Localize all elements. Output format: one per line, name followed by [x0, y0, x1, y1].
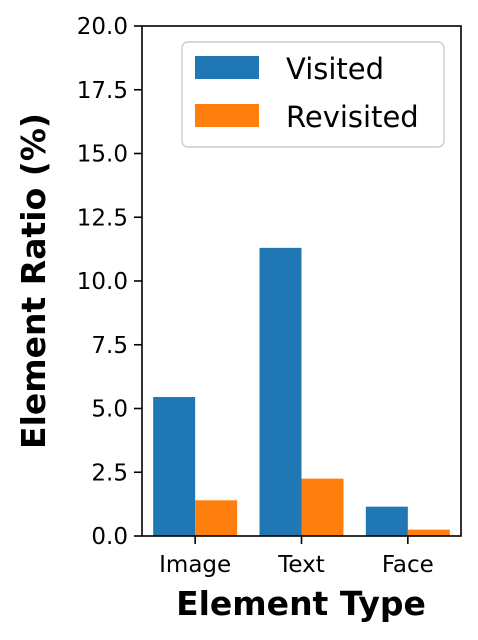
y-tick-label: 10.0: [77, 269, 128, 295]
bar-revisited-image: [195, 500, 238, 536]
bar-visited-image: [153, 397, 196, 536]
legend-label-visited: Visited: [286, 52, 384, 86]
y-tick-label: 15.0: [77, 142, 128, 168]
x-tick-label-text: Text: [277, 552, 325, 578]
y-tick-label: 7.5: [91, 333, 128, 359]
bar-visited-face: [365, 506, 408, 536]
bars-group: [153, 247, 450, 536]
bar-visited-text: [259, 247, 302, 536]
y-tick-label: 17.5: [77, 78, 128, 104]
y-tick-label: 20.0: [77, 14, 128, 40]
y-tick-label: 2.5: [91, 460, 128, 486]
x-tick-label-face: Face: [382, 552, 434, 578]
bar-revisited-face: [407, 529, 450, 536]
legend-swatch-revisited: [195, 104, 259, 127]
bar-revisited-text: [301, 478, 344, 536]
y-axis-title: Element Ratio (%): [14, 113, 53, 449]
x-axis-title: Element Type: [176, 584, 426, 623]
legend: Visited Revisited: [181, 41, 445, 148]
legend-label-revisited: Revisited: [286, 100, 419, 134]
legend-swatch-visited: [195, 56, 259, 79]
y-tick-label: 12.5: [77, 205, 128, 231]
y-tick-label: 0.0: [91, 524, 128, 550]
x-axis: Image Text Face: [159, 536, 434, 578]
y-axis: 0.0 2.5 5.0 7.5 10.0 12.5 15.0 17.5 20.0: [77, 14, 142, 550]
x-tick-label-image: Image: [159, 552, 231, 578]
y-tick-label: 5.0: [91, 397, 128, 423]
